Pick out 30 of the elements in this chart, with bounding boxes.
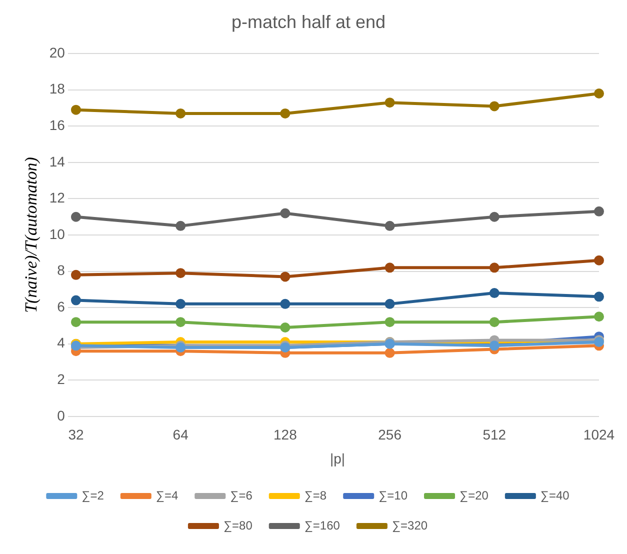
legend-label: ∑=20: [460, 488, 489, 502]
y-tick-label: 18: [49, 80, 66, 97]
legend-label: ∑=8: [304, 488, 327, 502]
y-axis-title: T(naive)/T(automaton): [22, 156, 41, 313]
x-tick-label: 512: [482, 426, 506, 443]
legend-label: ∑=4: [156, 488, 178, 502]
y-tick-label: 20: [49, 44, 66, 60]
x-tick-label: 256: [378, 426, 402, 443]
y-tick-label: 14: [49, 153, 66, 170]
y-tick-label: 0: [57, 407, 66, 424]
legend-label: ∑=10: [378, 488, 408, 502]
chart-title: p-match half at end: [231, 12, 386, 32]
y-tick-label: 12: [49, 190, 66, 206]
legend-label: ∑=40: [540, 488, 570, 502]
legend-label: ∑=2: [82, 488, 104, 502]
legend-label: ∑=80: [223, 518, 253, 532]
y-tick-label: 2: [57, 370, 66, 387]
legend-label: ∑=6: [230, 488, 253, 502]
y-tick-label: 6: [57, 298, 66, 314]
legend-label: ∑=160: [304, 518, 340, 532]
x-tick-label: 1024: [583, 426, 615, 443]
y-tick-label: 16: [49, 117, 66, 134]
y-tick-label: 8: [57, 262, 66, 278]
y-tick-label: 10: [49, 226, 66, 242]
x-tick-label: 128: [274, 426, 298, 443]
y-tick-label: 4: [57, 334, 66, 351]
x-tick-label: 64: [172, 426, 189, 443]
x-tick-label: 32: [68, 426, 84, 443]
x-axis-title: |p|: [330, 450, 346, 466]
legend-label: ∑=320: [392, 518, 428, 532]
